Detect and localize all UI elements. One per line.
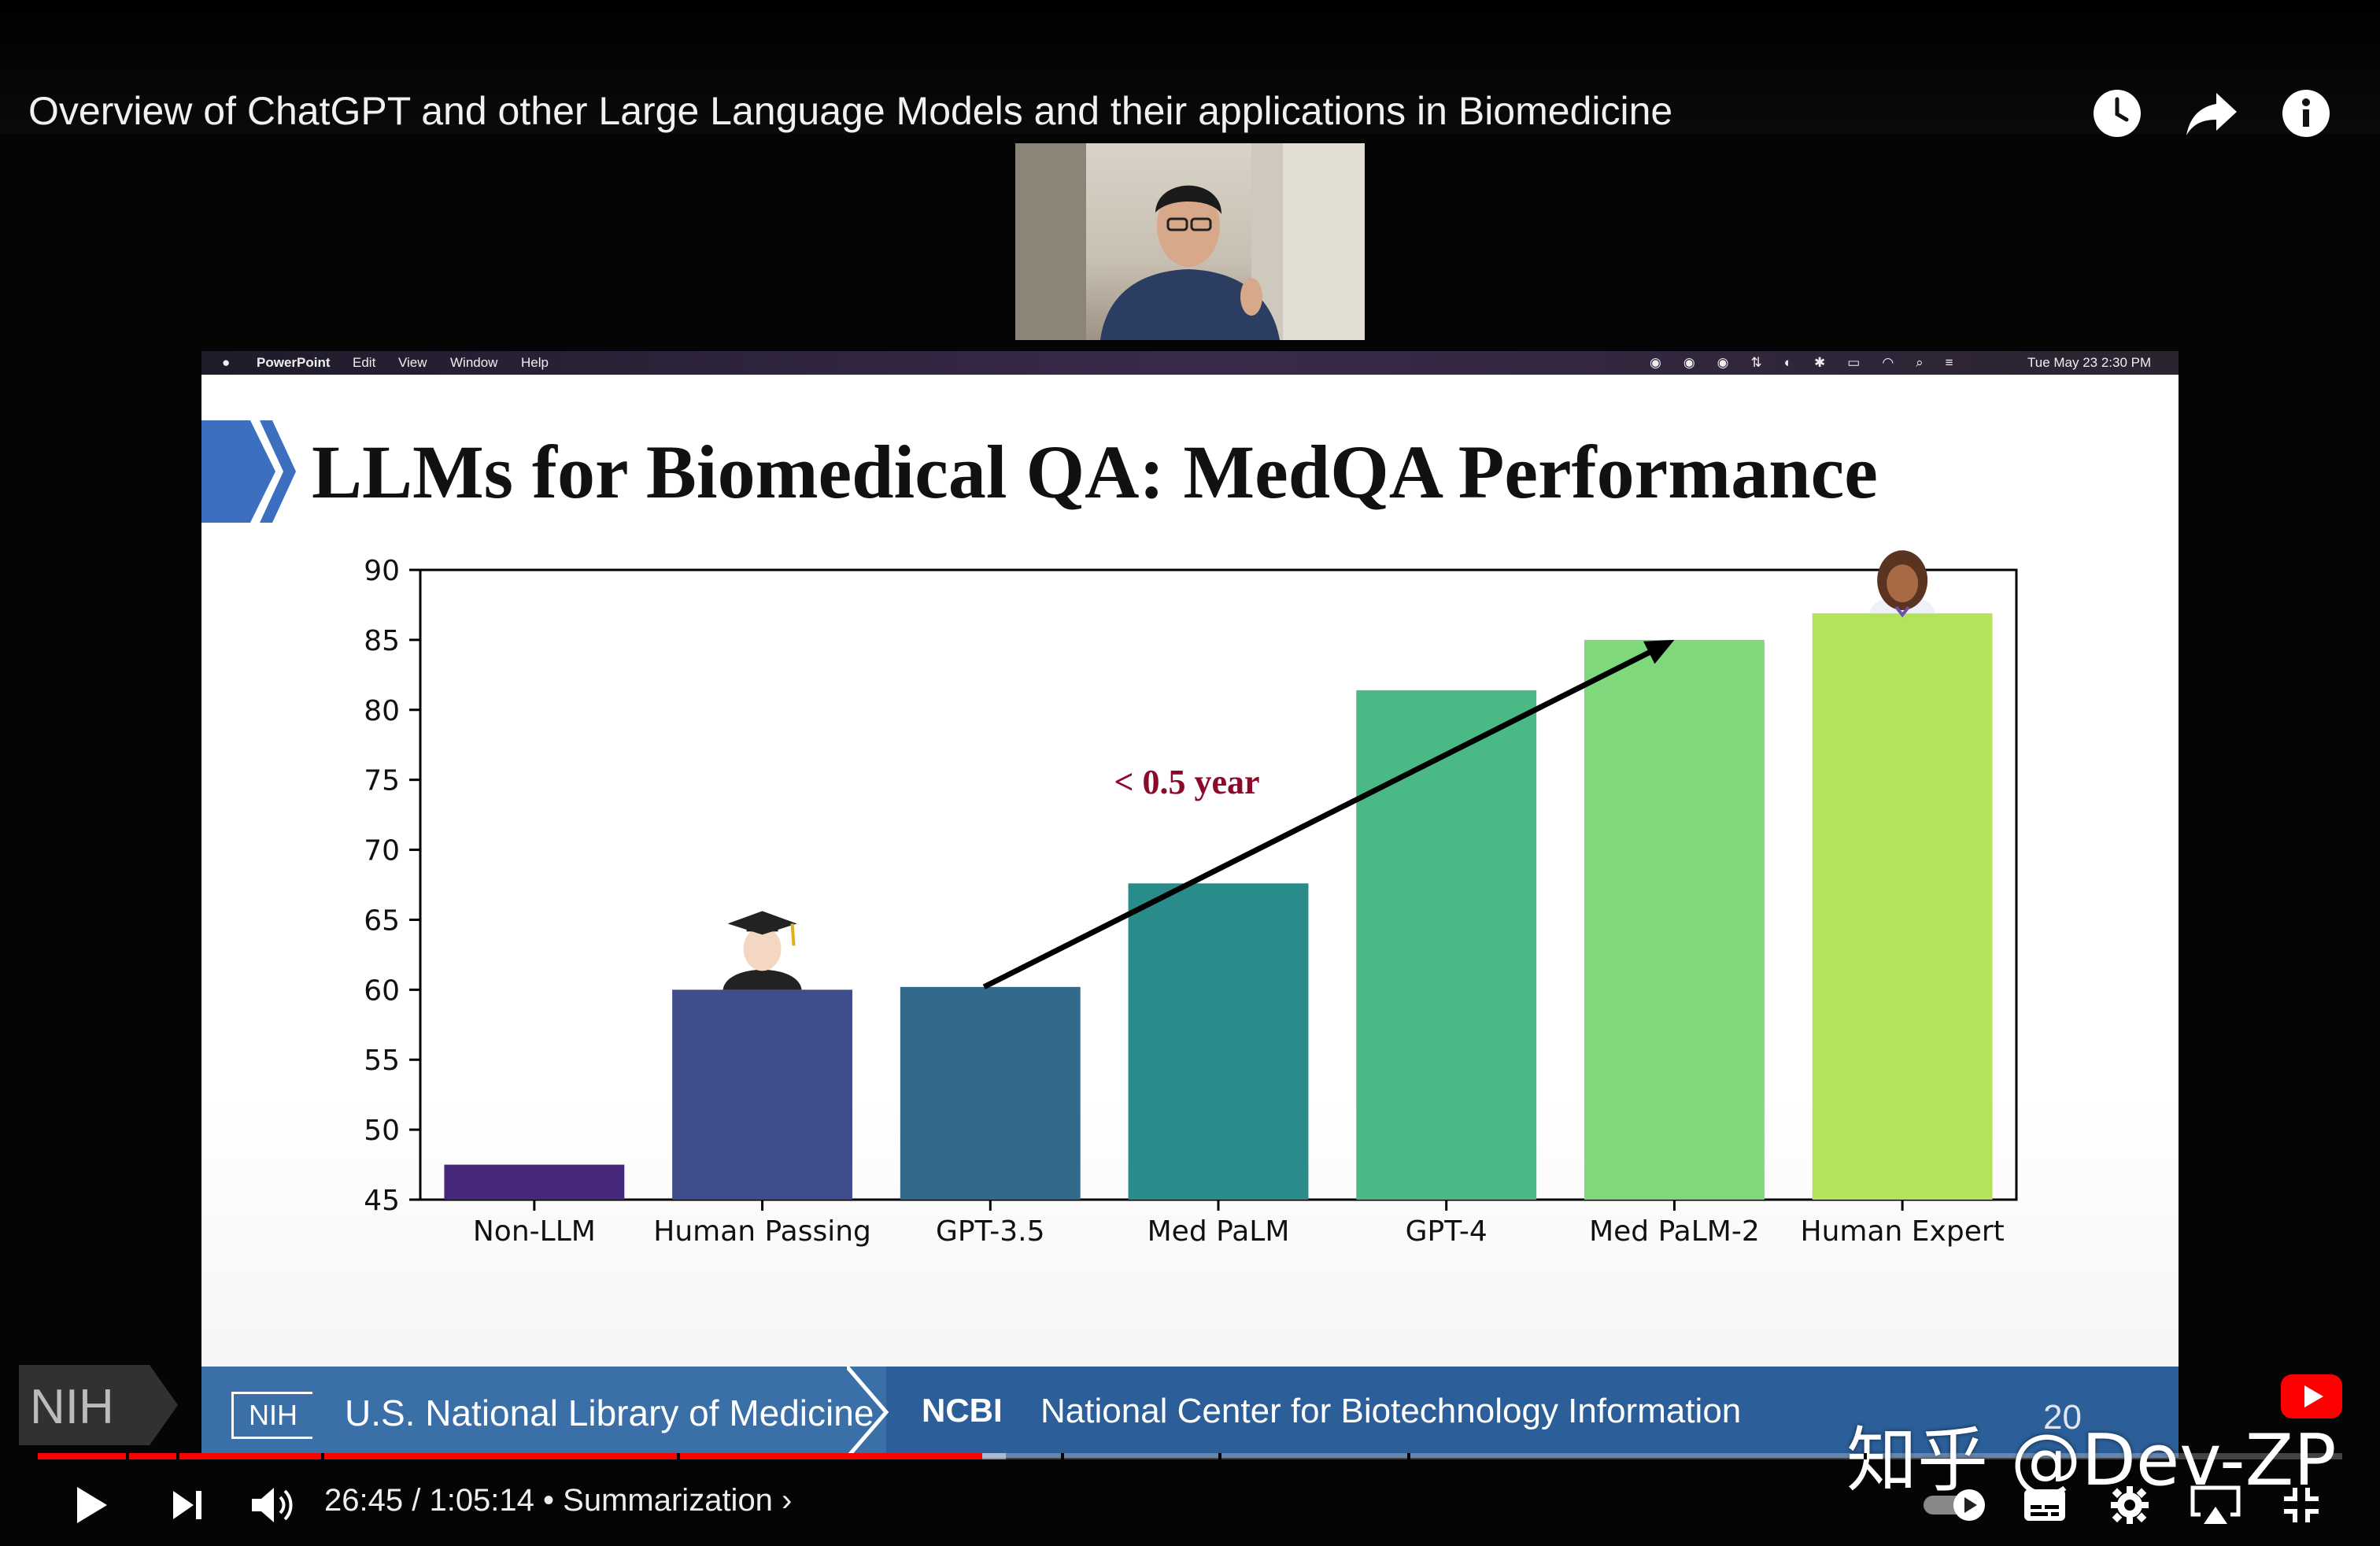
y-tick-label: 85 — [364, 625, 400, 657]
autoplay-toggle[interactable] — [1920, 1481, 1991, 1529]
title-bar: Overview of ChatGPT and other Large Lang… — [0, 0, 2380, 137]
presentation-slide: ● PowerPoint Edit View Window Help ◉◉◉⇅◐… — [201, 351, 2179, 1458]
y-tick-label: 75 — [364, 765, 400, 797]
nlm-footer: NIH U.S. National Library of Medicine NC… — [201, 1367, 2179, 1458]
x-tick-label: Human Passing — [653, 1215, 871, 1248]
chart-decorations: < 0.5 year — [722, 550, 1936, 990]
time-current: 26:45 — [324, 1483, 404, 1518]
footer-nlm-text: U.S. National Library of Medicine — [345, 1393, 874, 1433]
annotation-text: < 0.5 year — [1114, 763, 1259, 801]
webcam-thumbnail — [1015, 143, 1365, 340]
chapter-marker — [1061, 1453, 1064, 1459]
bar — [444, 1164, 625, 1200]
x-tick-label: GPT-4 — [1406, 1215, 1488, 1248]
apple-icon: ● — [222, 355, 231, 370]
slide-body: LLMs for Biomedical QA: MedQA Performanc… — [201, 375, 2179, 1406]
footer-divider-chevron — [847, 1367, 889, 1458]
slide-page-number: 20 — [2043, 1398, 2082, 1437]
time-total: 1:05:14 — [429, 1483, 534, 1518]
menubar-window: Window — [450, 355, 498, 370]
trend-arrow — [982, 642, 1665, 989]
progress-played — [38, 1453, 983, 1459]
bar — [1812, 613, 1993, 1200]
nih-corner-logo: NIH — [16, 1362, 181, 1448]
slide-title: LLMs for Biomedical QA: MedQA Performanc… — [312, 430, 1878, 514]
x-tick-label: Human Expert — [1801, 1215, 2005, 1248]
y-tick-label: 90 — [364, 555, 400, 587]
airplay-icon[interactable] — [2188, 1481, 2243, 1529]
x-tick-label: Non-LLM — [473, 1215, 596, 1248]
bar — [1128, 883, 1309, 1200]
bar — [672, 989, 853, 1200]
mac-menubar: ● PowerPoint Edit View Window Help ◉◉◉⇅◐… — [201, 351, 2179, 375]
graduate-icon — [722, 911, 802, 990]
menubar-clock: Tue May 23 2:30 PM — [2027, 355, 2152, 370]
player-controls: 26:45 / 1:05:14 • Summarization › — [0, 1472, 2380, 1546]
time-display: 26:45 / 1:05:14 • Summarization › — [324, 1483, 792, 1518]
menubar-app: PowerPoint — [257, 355, 331, 370]
x-tick-label: Med PaLM — [1148, 1215, 1290, 1248]
x-axis: Non-LLM Human Passing GPT-3.5 Med PaLM GPT-4… — [473, 1200, 2005, 1248]
subtitles-icon[interactable] — [2021, 1481, 2068, 1529]
y-axis: 45 50 55 60 65 70 75 80 85 90 — [364, 555, 420, 1217]
play-icon[interactable] — [68, 1481, 115, 1529]
doctor-icon — [1869, 550, 1936, 618]
youtube-logo-icon[interactable] — [2281, 1374, 2342, 1418]
info-icon[interactable] — [2279, 87, 2333, 140]
chapter-marker — [176, 1453, 179, 1459]
settings-gear-icon[interactable] — [2106, 1481, 2153, 1529]
chapter-marker — [126, 1453, 129, 1459]
y-tick-label: 80 — [364, 695, 400, 727]
arrow-head — [1643, 639, 1675, 664]
chapter-marker — [1407, 1453, 1410, 1459]
next-icon[interactable] — [164, 1481, 211, 1529]
bar — [900, 986, 1081, 1200]
menubar-status-icons: ◉◉◉⇅◐✱▭◠⌕≡ — [1650, 355, 1975, 370]
bar — [1356, 690, 1537, 1200]
clock-icon[interactable] — [2090, 87, 2144, 140]
y-tick-label: 45 — [364, 1185, 400, 1217]
chapter-marker — [1218, 1453, 1221, 1459]
chapter-marker — [677, 1453, 680, 1459]
footer-nih-text: NIH — [249, 1399, 298, 1431]
y-tick-label: 70 — [364, 835, 400, 867]
footer-nih-badge: NIH — [231, 1392, 312, 1439]
slide-chevron — [201, 420, 296, 523]
menubar-edit: Edit — [353, 355, 376, 370]
time-separator: / — [403, 1483, 430, 1518]
chapter-marker — [321, 1453, 324, 1459]
chapter-separator: • — [543, 1483, 564, 1518]
footer-ncbi-text: NCBI — [922, 1392, 1003, 1429]
watermark: 知乎 @Dev-ZP — [1846, 1419, 2337, 1502]
nlm-footer-left — [201, 1367, 886, 1458]
x-tick-label: Med PaLM-2 — [1589, 1215, 1760, 1248]
share-icon[interactable] — [2185, 87, 2238, 140]
progress-bar[interactable] — [38, 1453, 2342, 1459]
exit-fullscreen-icon[interactable] — [2278, 1481, 2325, 1529]
menubar-help: Help — [521, 355, 549, 370]
nih-corner-text: NIH — [30, 1380, 114, 1434]
medqa-bar-chart: 45 50 55 60 65 70 75 80 85 90 Non-LLM Human Passin… — [364, 550, 2018, 1248]
chapter-marker — [1864, 1453, 1867, 1459]
y-tick-label: 65 — [364, 904, 400, 937]
x-tick-label: GPT-3.5 — [936, 1215, 1045, 1248]
video-title[interactable]: Overview of ChatGPT and other Large Lang… — [28, 89, 1673, 133]
bar — [1584, 639, 1765, 1200]
bars — [444, 613, 1993, 1200]
chapter-title[interactable]: Summarization — [563, 1483, 773, 1518]
top-actions — [2090, 87, 2333, 140]
footer-ncbi-full-text: National Center for Biotechnology Inform… — [1040, 1392, 1742, 1430]
y-tick-label: 55 — [364, 1045, 400, 1077]
menubar-view: View — [398, 355, 427, 370]
chevron-right-icon[interactable]: › — [772, 1483, 793, 1518]
y-tick-label: 50 — [364, 1115, 400, 1147]
volume-icon[interactable] — [249, 1481, 296, 1529]
y-tick-label: 60 — [364, 975, 400, 1007]
